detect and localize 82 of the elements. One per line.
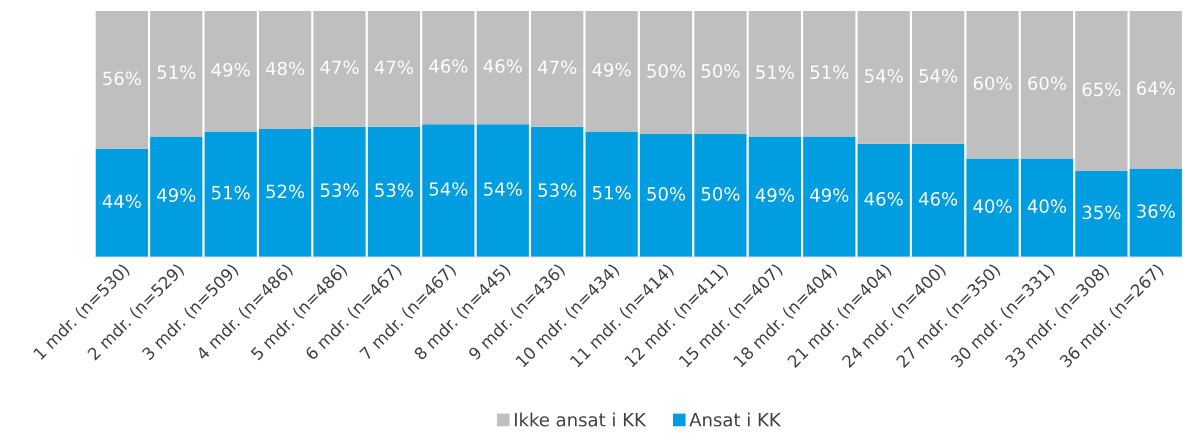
bar — [422, 124, 475, 257]
bar — [95, 148, 148, 257]
bar — [694, 11, 747, 135]
bar — [803, 136, 856, 257]
data-label: 51% — [810, 65, 849, 80]
data-label: 60% — [1028, 76, 1067, 91]
bar — [1129, 168, 1182, 257]
bar — [204, 11, 257, 132]
bar — [95, 11, 148, 149]
data-label: 40% — [1027, 199, 1067, 214]
data-label: 52% — [266, 184, 305, 199]
data-label: 60% — [973, 76, 1012, 91]
bar — [585, 11, 638, 132]
data-label: 49% — [211, 62, 250, 77]
data-label: 49% — [592, 62, 631, 77]
data-label: 51% — [592, 185, 631, 200]
data-label: 54% — [429, 182, 468, 196]
bar — [258, 11, 312, 130]
data-label: 47% — [374, 60, 414, 75]
data-label: 47% — [320, 60, 359, 75]
data-label: 46% — [429, 59, 468, 73]
bar — [748, 11, 801, 137]
bar — [857, 11, 910, 144]
bar — [694, 134, 747, 257]
bar — [966, 11, 1019, 159]
bar — [1075, 170, 1128, 257]
bar — [639, 11, 693, 135]
data-label: 53% — [375, 183, 414, 198]
bar — [1129, 11, 1182, 169]
data-label: 35% — [1082, 205, 1121, 220]
data-label: 54% — [484, 182, 522, 196]
data-label: 48% — [265, 61, 305, 76]
bar — [476, 124, 529, 257]
data-label: 65% — [1082, 82, 1121, 97]
bar — [912, 143, 965, 257]
bar — [531, 11, 584, 127]
data-label: 49% — [755, 188, 794, 202]
legend-label: Ikke ansat i KK — [514, 412, 647, 427]
bar — [367, 126, 421, 257]
data-label: 50% — [647, 64, 686, 78]
data-label: 46% — [918, 191, 958, 206]
data-label: 50% — [647, 187, 686, 201]
data-label: 40% — [973, 199, 1012, 214]
bar — [748, 136, 801, 257]
bar — [150, 136, 203, 257]
bar — [585, 131, 638, 257]
data-label: 50% — [701, 187, 740, 201]
bar — [1075, 11, 1128, 171]
data-label: 47% — [538, 60, 577, 75]
data-label: 54% — [919, 69, 958, 83]
bar — [857, 143, 910, 257]
bar — [912, 11, 965, 144]
data-label: 56% — [103, 71, 141, 86]
data-label: 49% — [810, 188, 849, 202]
bar — [1020, 11, 1074, 159]
bar — [367, 11, 421, 127]
bar — [313, 11, 366, 127]
bar — [150, 11, 203, 137]
data-label: 53% — [538, 183, 577, 198]
data-label: 49% — [157, 188, 196, 202]
bar — [258, 129, 312, 257]
data-label: 51% — [157, 65, 196, 80]
bar — [204, 131, 257, 257]
bar — [531, 126, 584, 257]
data-label: 54% — [865, 69, 903, 83]
data-label: 53% — [320, 183, 359, 198]
bar — [476, 11, 529, 125]
bar — [313, 126, 366, 257]
data-label: 50% — [701, 64, 740, 78]
data-label: 36% — [1137, 204, 1175, 218]
bar — [422, 11, 475, 125]
data-label: 51% — [756, 65, 794, 80]
data-label: 64% — [1136, 81, 1175, 95]
bar — [966, 158, 1019, 257]
legend-label: Ansat i KK — [689, 412, 782, 427]
bar — [639, 134, 693, 257]
bar — [1020, 158, 1074, 257]
data-label: 44% — [102, 194, 141, 209]
bar — [803, 11, 856, 137]
data-label: 46% — [483, 59, 522, 73]
data-label: 51% — [212, 185, 250, 200]
data-label: 46% — [864, 191, 903, 206]
